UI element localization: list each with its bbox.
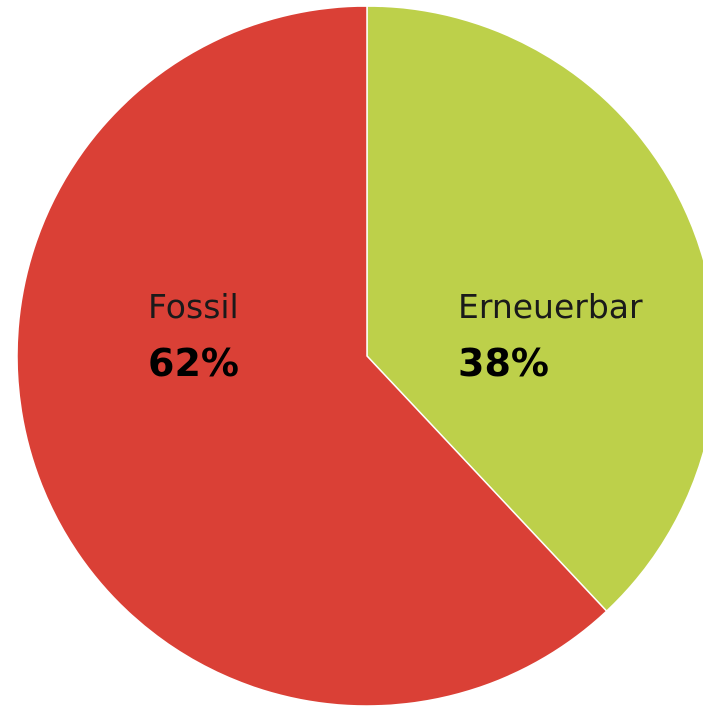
slice-value: 62%: [148, 341, 239, 385]
slice-label: Erneuerbar: [458, 287, 643, 326]
slice-value: 38%: [458, 341, 549, 385]
pie-slice: [16, 5, 608, 706]
pie-slice: [366, 5, 703, 613]
slice-label: Fossil: [148, 287, 239, 326]
